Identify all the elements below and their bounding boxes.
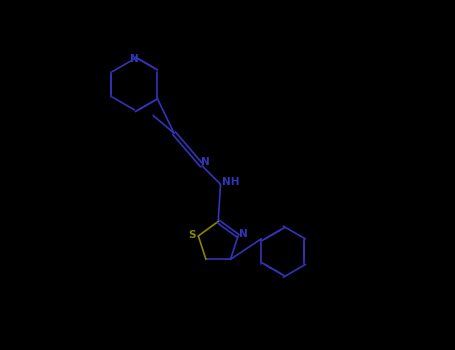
Text: N: N [130,54,139,64]
Text: S: S [188,230,196,240]
Text: NH: NH [222,177,239,188]
Text: N: N [239,229,248,239]
Text: N: N [201,157,210,167]
